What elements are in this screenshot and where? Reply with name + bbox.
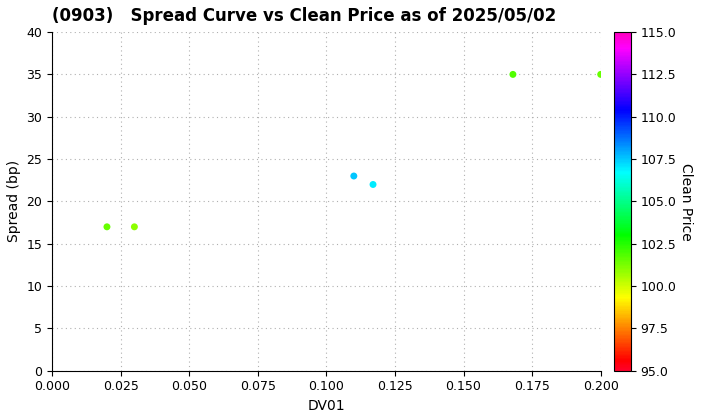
Text: (0903)   Spread Curve vs Clean Price as of 2025/05/02: (0903) Spread Curve vs Clean Price as of…	[52, 7, 557, 25]
X-axis label: DV01: DV01	[307, 399, 345, 413]
Point	[595, 71, 606, 78]
Point	[367, 181, 379, 188]
Y-axis label: Clean Price: Clean Price	[679, 163, 693, 240]
Point	[507, 71, 518, 78]
Point	[348, 173, 359, 179]
Point	[129, 223, 140, 230]
Y-axis label: Spread (bp): Spread (bp)	[7, 160, 21, 242]
Point	[102, 223, 113, 230]
